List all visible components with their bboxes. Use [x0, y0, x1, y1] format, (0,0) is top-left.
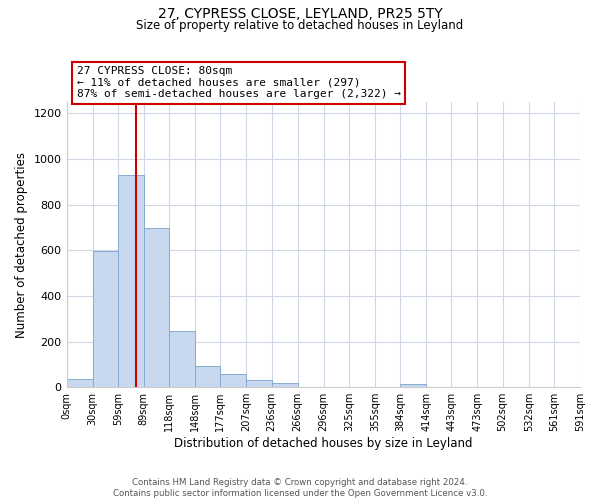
Bar — [272, 383, 298, 387]
X-axis label: Distribution of detached houses by size in Leyland: Distribution of detached houses by size … — [174, 437, 473, 450]
Bar — [144, 228, 169, 387]
Bar — [118, 175, 144, 387]
Bar — [169, 330, 195, 387]
Text: Contains HM Land Registry data © Crown copyright and database right 2024.
Contai: Contains HM Land Registry data © Crown c… — [113, 478, 487, 498]
Bar — [195, 366, 220, 387]
Bar — [67, 378, 92, 387]
Text: Size of property relative to detached houses in Leyland: Size of property relative to detached ho… — [136, 19, 464, 32]
Text: 27, CYPRESS CLOSE, LEYLAND, PR25 5TY: 27, CYPRESS CLOSE, LEYLAND, PR25 5TY — [158, 8, 442, 22]
Y-axis label: Number of detached properties: Number of detached properties — [15, 152, 28, 338]
Bar — [92, 251, 118, 387]
Bar — [247, 380, 272, 387]
Bar — [220, 374, 247, 387]
Text: 27 CYPRESS CLOSE: 80sqm
← 11% of detached houses are smaller (297)
87% of semi-d: 27 CYPRESS CLOSE: 80sqm ← 11% of detache… — [77, 66, 401, 99]
Bar — [400, 384, 426, 387]
